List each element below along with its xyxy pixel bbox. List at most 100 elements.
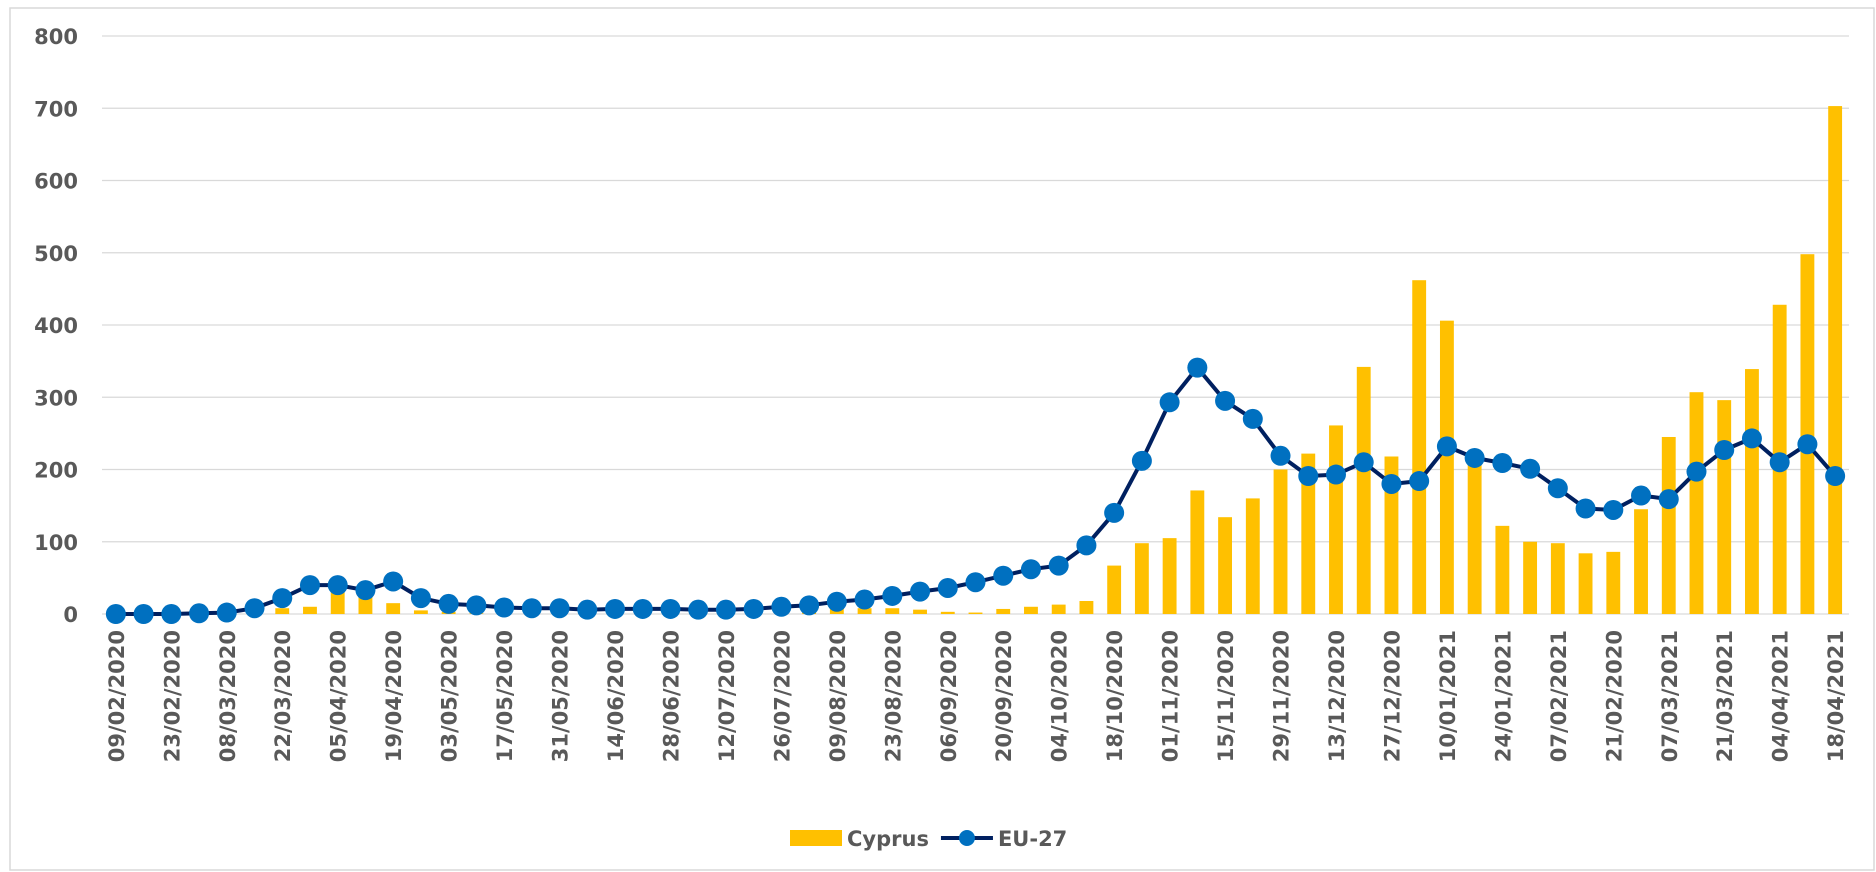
marker (1187, 357, 1208, 378)
x-tick-label: 07/02/2021 (1547, 630, 1571, 762)
bar (857, 608, 872, 614)
marker (688, 599, 709, 620)
x-tick-label: 18/04/2021 (1824, 630, 1848, 762)
bar (386, 603, 401, 614)
marker (1131, 450, 1152, 471)
bar (1717, 400, 1732, 614)
bar (1606, 551, 1621, 614)
marker (327, 575, 348, 596)
x-tick-label: 29/11/2020 (1270, 630, 1294, 762)
bar (1412, 280, 1427, 614)
bar (1745, 369, 1759, 614)
marker (1547, 478, 1568, 499)
marker (1769, 452, 1790, 473)
marker (1104, 502, 1125, 523)
marker (521, 598, 542, 619)
marker (189, 603, 210, 624)
x-tick-label: 06/09/2020 (937, 630, 961, 762)
marker (605, 598, 626, 619)
bar (330, 592, 345, 614)
x-tick-label: 05/04/2020 (327, 630, 351, 762)
x-tick-label: 03/05/2020 (438, 630, 462, 762)
marker (1714, 439, 1735, 460)
bar (1079, 600, 1094, 614)
marker (244, 598, 265, 619)
x-tick-label: 07/03/2021 (1658, 630, 1682, 762)
x-tick-label: 19/04/2020 (382, 630, 406, 762)
x-tick-label: 23/08/2020 (881, 630, 905, 762)
x-tick-label: 12/07/2020 (715, 630, 739, 762)
y-tick-label: 700 (34, 97, 78, 121)
x-tick-label: 14/06/2020 (604, 630, 628, 762)
bar (1495, 525, 1510, 614)
marker (1825, 466, 1846, 487)
marker (216, 602, 237, 623)
bar (1467, 462, 1482, 614)
legend-marker (958, 830, 975, 846)
bar (1689, 392, 1704, 614)
bar (885, 608, 900, 614)
x-tick-label: 18/10/2020 (1103, 630, 1127, 762)
marker (1020, 559, 1041, 580)
y-tick-label: 0 (63, 603, 78, 627)
marker (161, 604, 182, 624)
bar (303, 606, 317, 614)
marker (1436, 436, 1457, 457)
marker (549, 598, 570, 619)
x-tick-label: 04/04/2021 (1769, 630, 1793, 762)
legend-label: EU-27 (998, 827, 1067, 851)
marker (743, 598, 764, 619)
marker (660, 598, 681, 619)
y-tick-label: 400 (34, 314, 78, 338)
marker (1409, 471, 1430, 492)
bar (1107, 565, 1122, 614)
bar (1384, 456, 1399, 614)
marker (854, 589, 875, 610)
x-tick-label: 26/07/2020 (770, 630, 794, 762)
marker (1381, 473, 1402, 494)
bar (913, 609, 927, 614)
marker (1215, 390, 1236, 411)
marker (1464, 447, 1485, 468)
legend-swatch (790, 830, 842, 846)
marker (715, 599, 736, 620)
bar (1523, 541, 1538, 614)
x-tick-label: 09/02/2020 (105, 630, 129, 762)
bar (1051, 604, 1066, 614)
marker (826, 591, 847, 612)
marker (438, 593, 459, 614)
marker (1298, 466, 1319, 487)
marker (632, 598, 653, 619)
marker (965, 572, 986, 593)
marker (133, 604, 154, 624)
bar (1190, 490, 1205, 614)
bar (1578, 553, 1593, 614)
marker (1631, 485, 1652, 506)
marker (799, 595, 820, 616)
marker (466, 595, 487, 616)
x-tick-label: 17/05/2020 (493, 630, 517, 762)
bar (1800, 254, 1815, 614)
marker (1048, 555, 1069, 576)
marker (1325, 464, 1346, 485)
bar (1024, 606, 1038, 614)
bar (996, 608, 1011, 614)
marker (1353, 452, 1374, 473)
bar (1439, 320, 1454, 614)
marker (882, 585, 903, 606)
marker (937, 577, 958, 598)
x-tick-label: 01/11/2020 (1159, 630, 1183, 762)
chart-frame (9, 7, 1875, 871)
bar (1634, 509, 1648, 614)
x-tick-label: 22/03/2020 (271, 630, 295, 762)
x-tick-label: 10/01/2021 (1436, 630, 1460, 762)
marker (1520, 458, 1541, 479)
marker (494, 597, 515, 618)
x-tick-label: 08/03/2020 (216, 630, 240, 762)
bar (1273, 469, 1288, 614)
marker (1686, 461, 1707, 482)
x-tick-label: 27/12/2020 (1380, 630, 1404, 762)
marker (355, 580, 376, 601)
marker (105, 604, 126, 624)
x-tick-label: 31/05/2020 (549, 630, 573, 762)
